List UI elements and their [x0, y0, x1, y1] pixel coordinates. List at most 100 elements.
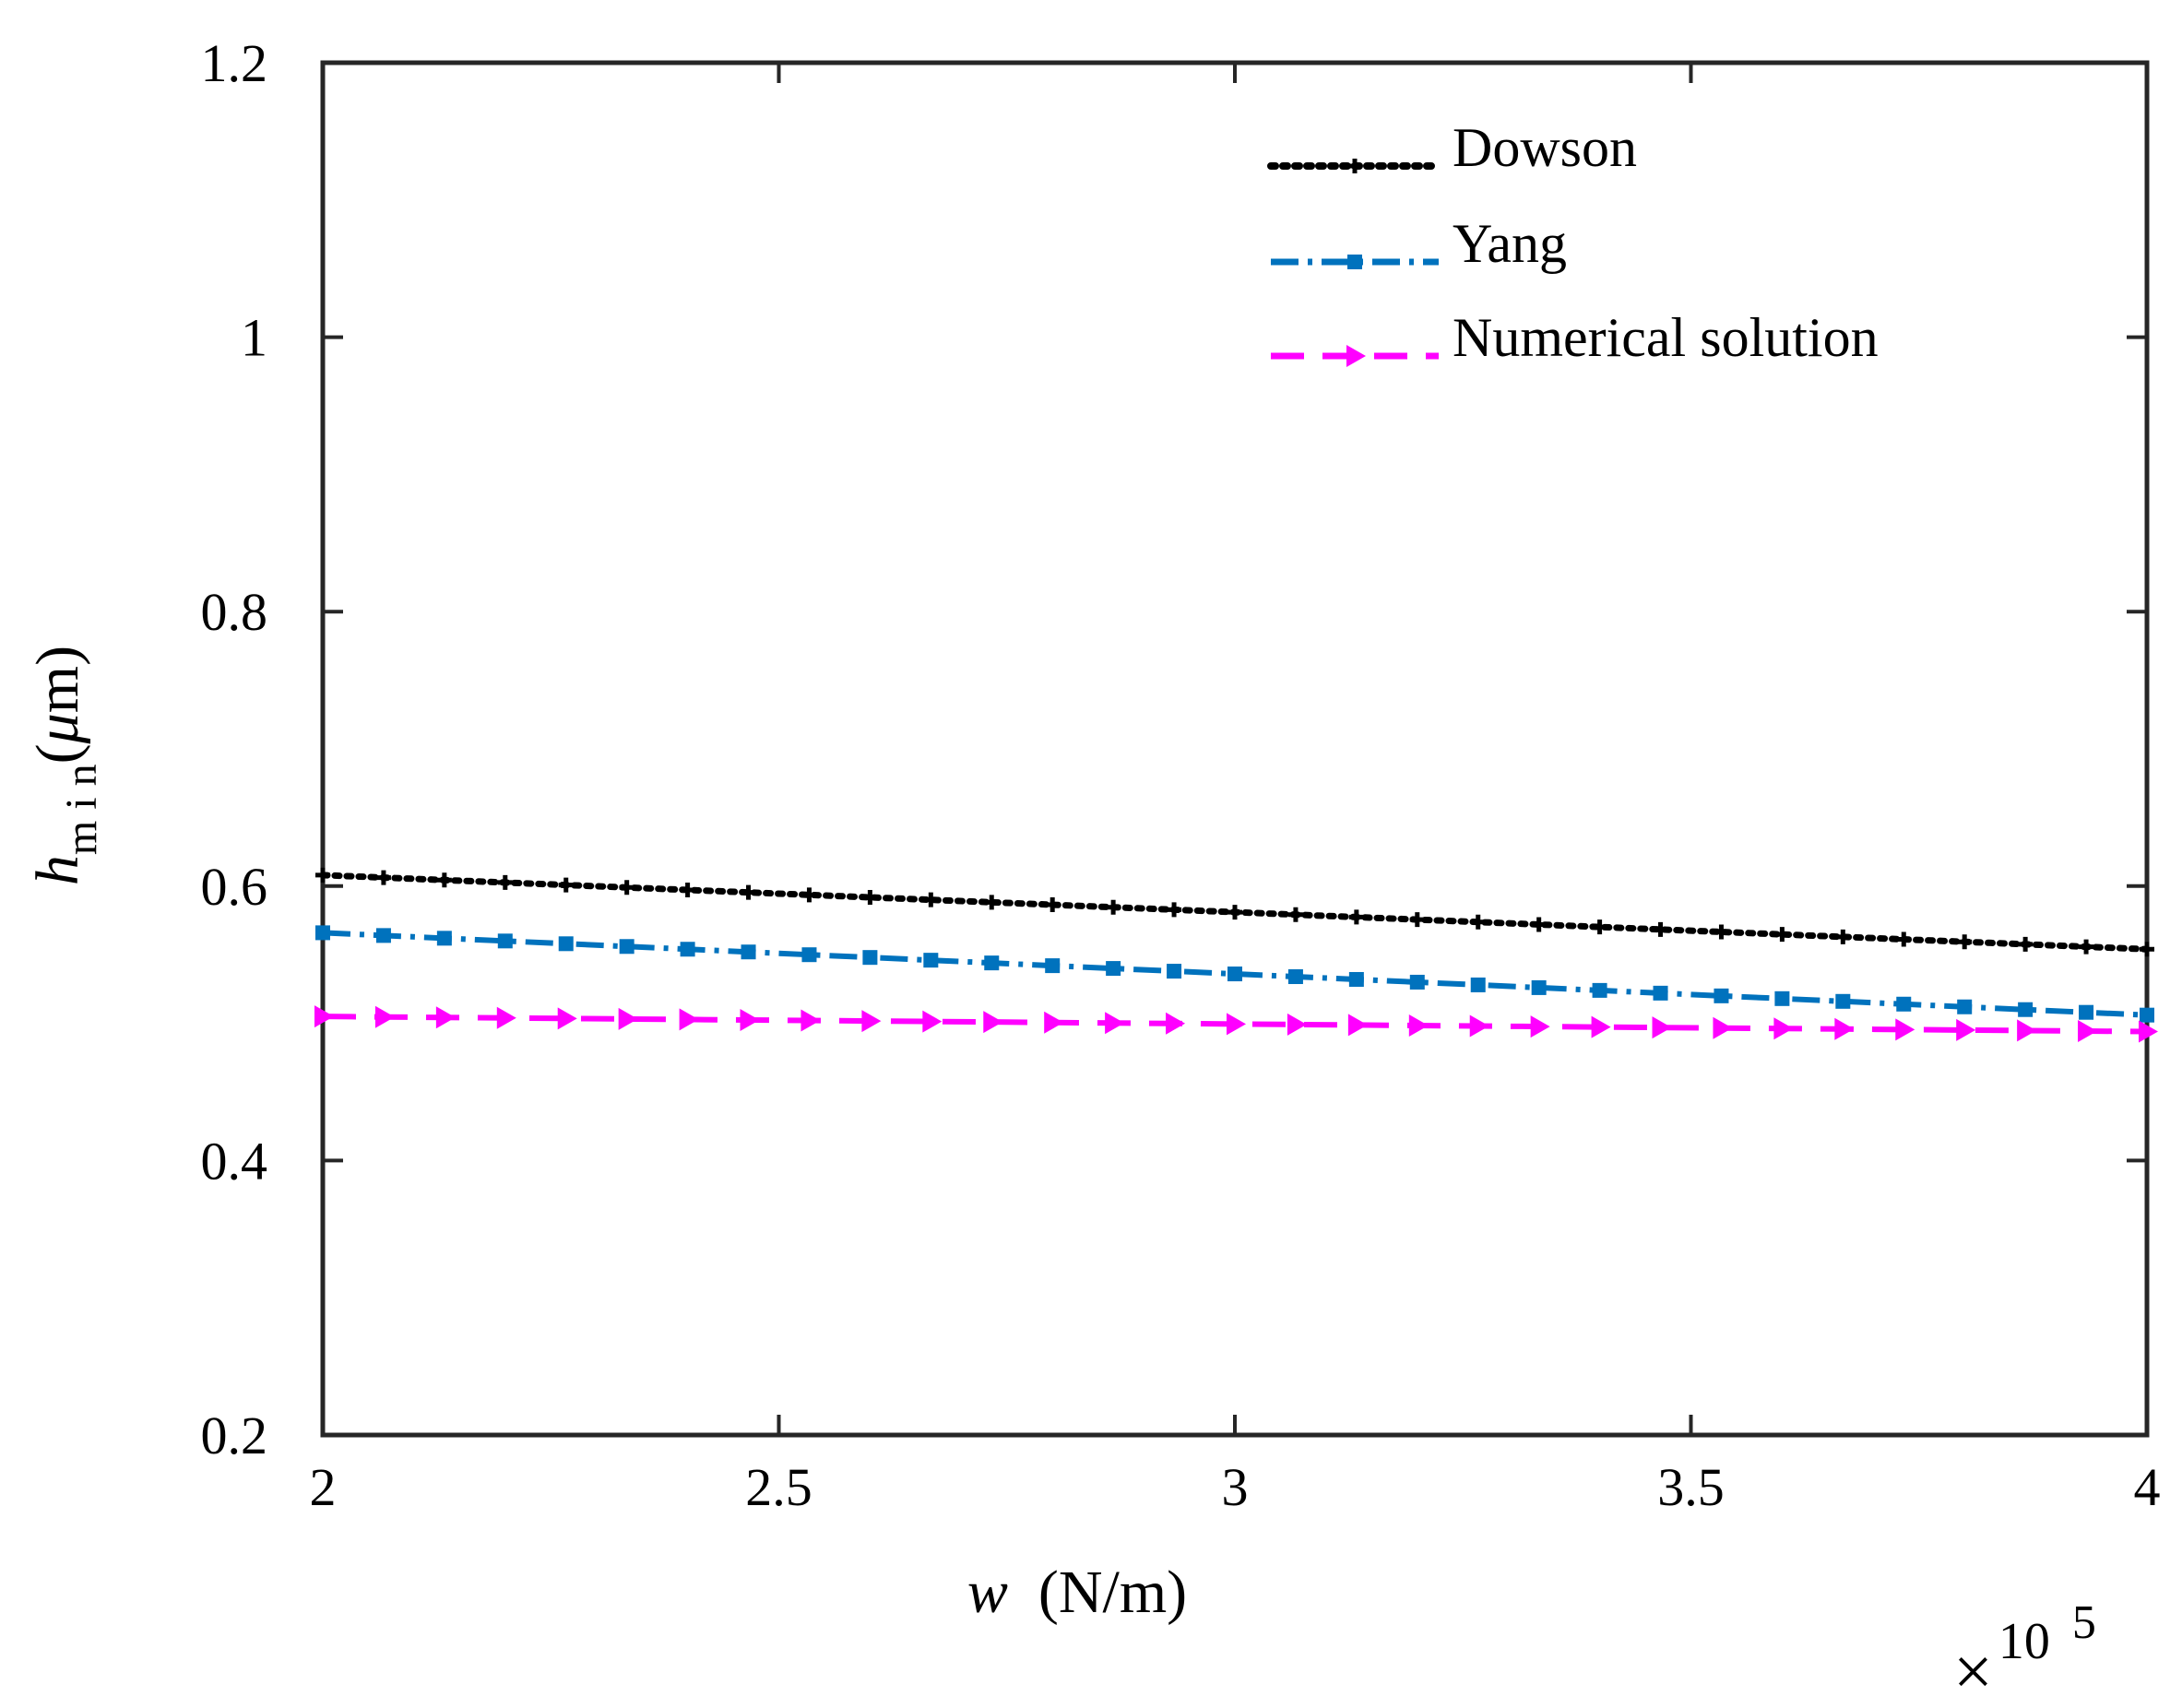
y-axis-title: hm i n(μm) [24, 646, 106, 885]
data-point [862, 950, 878, 966]
data-point [1287, 969, 1303, 985]
data-point [496, 1006, 516, 1029]
data-point [436, 872, 452, 888]
data-point [1106, 899, 1121, 915]
series-dowson [315, 867, 2154, 957]
data-point [800, 1009, 821, 1032]
data-point [1227, 905, 1242, 920]
data-point [862, 890, 878, 906]
data-point [680, 942, 695, 957]
data-point [497, 874, 513, 890]
data-point [2018, 1002, 2034, 1017]
data-point [1167, 964, 1182, 979]
data-point [1470, 977, 1486, 992]
y-axis-label: hm i n(μm) [24, 646, 106, 885]
y-tick-label: 0.4 [201, 1131, 268, 1191]
data-point [619, 939, 634, 955]
data-point [1896, 996, 1912, 1012]
data-point [1409, 974, 1425, 990]
data-point [1106, 961, 1121, 977]
data-point [801, 887, 817, 903]
x-axis-title: w (N/m) [967, 1559, 1187, 1626]
x-tick-label: 2.5 [745, 1457, 812, 1517]
data-point [1653, 921, 1668, 937]
plot-area: 2 2.5 3 3.5 4 0.2 0.4 0.6 0.8 1 1.2 [201, 33, 2161, 1517]
data-point [436, 931, 452, 946]
legend-label: Numerical solution [1453, 307, 1879, 368]
data-point [923, 892, 939, 907]
y-axis-mu: μ [24, 713, 91, 744]
x-axis-label: w (N/m) [967, 1559, 1187, 1626]
legend-item: Yang [1271, 213, 1567, 274]
x-multiplier-label: × 10 5 [1953, 1596, 2096, 1708]
x-tick-label: 3 [1222, 1457, 1249, 1517]
y-tick-label: 0.6 [201, 857, 268, 917]
data-point [1348, 909, 1364, 925]
data-point [923, 953, 939, 968]
data-point [1044, 1011, 1064, 1034]
data-point [2078, 1019, 2098, 1042]
data-point [984, 895, 1000, 910]
data-point [1287, 907, 1303, 922]
data-point [1045, 958, 1061, 974]
data-point [1592, 919, 1607, 935]
data-point [315, 867, 330, 883]
y-axis-units-close: m) [24, 646, 91, 713]
data-point [618, 1007, 638, 1030]
data-point [374, 1005, 395, 1028]
data-point [1713, 1016, 1733, 1039]
data-point [984, 955, 1000, 971]
series-numerical-solution [314, 1005, 2158, 1043]
legend-item: Numerical solution [1271, 307, 1879, 368]
x-axis-symbol: w [967, 1559, 1008, 1626]
data-point [741, 884, 756, 900]
data-point [375, 928, 391, 943]
data-point [1835, 929, 1851, 944]
data-point [1774, 990, 1790, 1006]
y-axis-symbol: h [24, 855, 91, 885]
data-point [1287, 1013, 1307, 1036]
data-point [1895, 1018, 1915, 1041]
data-point [983, 1011, 1003, 1034]
data-point [2018, 936, 2034, 952]
data-point [1835, 993, 1851, 1009]
data-point [315, 925, 330, 941]
multiplier-exponent: 5 [2072, 1596, 2096, 1649]
data-point [801, 947, 817, 963]
data-point [1348, 971, 1364, 987]
y-axis-subscript: m i n [57, 764, 106, 855]
data-point [557, 1007, 577, 1030]
legend-marker [1347, 255, 1362, 269]
y-tick-label: 1.2 [201, 33, 268, 93]
x-axis-multiplier: × 10 5 [1953, 1596, 2096, 1708]
multiplier-base: 10 [1998, 1613, 2050, 1670]
legend-label: Dowson [1453, 117, 1637, 178]
data-point [922, 1010, 943, 1033]
data-point [1167, 902, 1182, 918]
data-point [1227, 967, 1242, 982]
data-point [740, 1008, 760, 1031]
data-point [1530, 1015, 1550, 1038]
data-point [1896, 931, 1912, 947]
data-point [1956, 1018, 1976, 1041]
data-point [1347, 1014, 1368, 1037]
legend-label: Yang [1453, 213, 1567, 274]
y-tick-label: 0.8 [201, 582, 268, 642]
data-point [1227, 1013, 1246, 1036]
data-point [1470, 914, 1486, 930]
x-axis-units: (N/m) [1008, 1559, 1187, 1626]
x-tick-label: 4 [2134, 1457, 2161, 1517]
data-point [1105, 1012, 1125, 1035]
data-point [2079, 939, 2094, 955]
data-point [1045, 897, 1061, 913]
data-point [1773, 1017, 1794, 1040]
data-point [435, 1006, 456, 1029]
data-point [2139, 1020, 2158, 1043]
data-point [1957, 934, 1973, 950]
data-point [558, 877, 574, 893]
data-point [558, 936, 574, 952]
data-point [680, 882, 695, 897]
data-point [1653, 985, 1668, 1001]
data-point [2079, 1004, 2094, 1020]
data-point [1409, 912, 1425, 928]
